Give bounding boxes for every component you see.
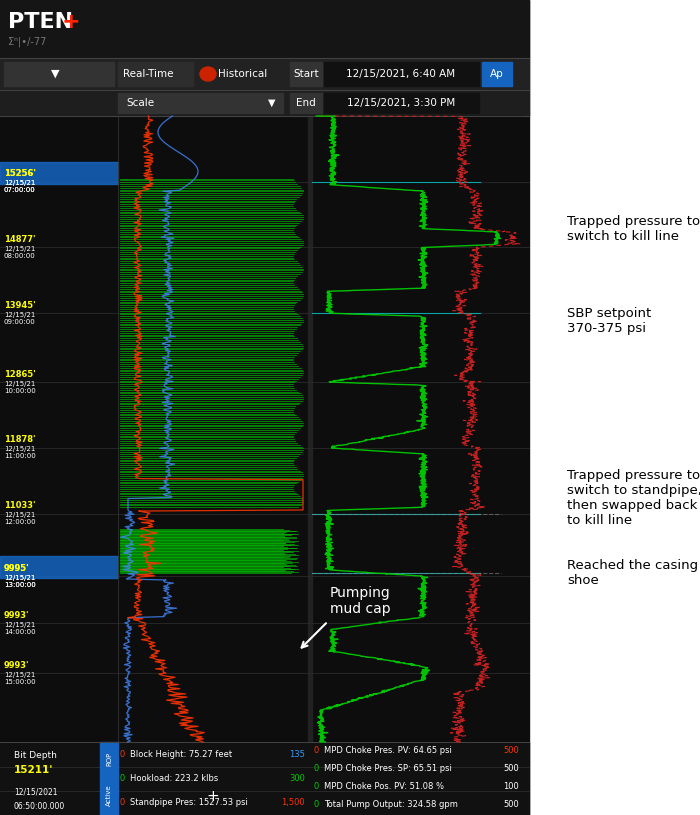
Text: Bit Depth: Bit Depth — [14, 751, 57, 760]
Text: Standpipe Pres: 1527.53 psi: Standpipe Pres: 1527.53 psi — [130, 798, 248, 807]
Bar — [0, 556, 118, 578]
Text: 11878': 11878' — [4, 435, 36, 444]
Text: 12/15/21
15:00:00: 12/15/21 15:00:00 — [4, 672, 36, 685]
Bar — [118, 62, 193, 86]
Text: 9995': 9995' — [4, 564, 29, 573]
Text: SBP setpoint
370-375 psi: SBP setpoint 370-375 psi — [567, 307, 651, 335]
Text: 500: 500 — [503, 764, 519, 773]
Bar — [482, 62, 512, 86]
Text: Pumping
mud cap: Pumping mud cap — [330, 586, 391, 616]
Text: +: + — [62, 12, 80, 32]
Text: 9995': 9995' — [4, 564, 29, 573]
Text: 12865': 12865' — [4, 369, 36, 378]
Ellipse shape — [200, 67, 216, 81]
Bar — [4, 62, 114, 86]
Text: 14877': 14877' — [4, 235, 36, 244]
Text: Start: Start — [293, 69, 319, 79]
Bar — [100, 775, 118, 815]
Bar — [0, 742, 529, 815]
Text: 11033': 11033' — [4, 501, 36, 510]
Text: Hookload: 223.2 klbs: Hookload: 223.2 klbs — [130, 774, 218, 783]
Text: 12/15/21
11:00:00: 12/15/21 11:00:00 — [4, 447, 36, 460]
Text: ▼: ▼ — [268, 98, 276, 108]
Text: Σⁿ|•/-77: Σⁿ|•/-77 — [8, 37, 46, 47]
Text: 12/15/21
10:00:00: 12/15/21 10:00:00 — [4, 381, 36, 394]
Text: ▼: ▼ — [50, 69, 60, 79]
Text: End: End — [296, 98, 316, 108]
Text: 12/15/21
13:00:00: 12/15/21 13:00:00 — [4, 575, 36, 588]
Bar — [100, 742, 118, 775]
Text: Trapped pressure to
switch to standpipe,
then swapped back
to kill line: Trapped pressure to switch to standpipe,… — [567, 469, 700, 526]
Text: 12/15/2021, 3:30 PM: 12/15/2021, 3:30 PM — [347, 98, 455, 108]
Text: PTEN: PTEN — [8, 12, 73, 32]
Bar — [290, 93, 322, 113]
Text: 0: 0 — [120, 798, 125, 807]
Text: 15256': 15256' — [4, 170, 36, 178]
Text: Block Height: 75.27 feet: Block Height: 75.27 feet — [130, 750, 232, 759]
Text: MPD Choke Pres. SP: 65.51 psi: MPD Choke Pres. SP: 65.51 psi — [324, 764, 452, 773]
Text: 0: 0 — [314, 764, 319, 773]
Text: 12/15/21
08:00:00: 12/15/21 08:00:00 — [4, 246, 36, 259]
Text: 0: 0 — [120, 750, 125, 759]
Text: Real-Time: Real-Time — [123, 69, 174, 79]
Bar — [0, 0, 529, 58]
Text: 12/15/21
14:00:00: 12/15/21 14:00:00 — [4, 622, 36, 635]
Text: 15211': 15211' — [14, 764, 53, 775]
Text: 12/15/21
09:00:00: 12/15/21 09:00:00 — [4, 311, 36, 324]
Text: 9993': 9993' — [4, 610, 29, 619]
Bar — [290, 62, 322, 86]
Text: 0: 0 — [314, 782, 319, 791]
Bar — [0, 161, 118, 183]
Text: Scale: Scale — [126, 98, 154, 108]
Text: 100: 100 — [503, 782, 519, 791]
Bar — [312, 116, 522, 742]
Text: 12/15/21
13:00:00: 12/15/21 13:00:00 — [4, 575, 36, 588]
Text: 12/15/21
07:00:00: 12/15/21 07:00:00 — [4, 180, 36, 193]
Bar — [324, 62, 479, 86]
Text: 500: 500 — [503, 746, 519, 755]
Text: ROP: ROP — [106, 751, 112, 766]
Text: 9993': 9993' — [4, 661, 29, 670]
Text: 12/15/21
07:00:00: 12/15/21 07:00:00 — [4, 180, 36, 193]
Text: 06:50:00.000: 06:50:00.000 — [14, 802, 65, 811]
Text: 0: 0 — [314, 746, 319, 755]
Text: 135: 135 — [289, 750, 305, 759]
Text: 0: 0 — [314, 800, 319, 809]
Bar — [0, 0, 529, 815]
Text: MPD Choke Pos. PV: 51.08 %: MPD Choke Pos. PV: 51.08 % — [324, 782, 444, 791]
Text: Total Pump Output: 324.58 gpm: Total Pump Output: 324.58 gpm — [324, 800, 458, 809]
Text: 0: 0 — [120, 774, 125, 783]
Text: MPD Choke Pres. PV: 64.65 psi: MPD Choke Pres. PV: 64.65 psi — [324, 746, 452, 755]
Bar — [118, 93, 283, 113]
Text: 300: 300 — [289, 774, 305, 783]
Text: Active: Active — [106, 785, 112, 806]
Text: Historical: Historical — [218, 69, 267, 79]
Text: Trapped pressure to
switch to kill line: Trapped pressure to switch to kill line — [567, 214, 700, 243]
Text: +: + — [206, 789, 219, 804]
Text: 12/15/21
12:00:00: 12/15/21 12:00:00 — [4, 512, 36, 525]
Text: Reached the casing
shoe: Reached the casing shoe — [567, 559, 698, 587]
Text: 13945': 13945' — [4, 301, 36, 310]
Bar — [324, 93, 479, 113]
Text: 15256': 15256' — [4, 170, 36, 178]
Text: 1,500: 1,500 — [281, 798, 305, 807]
Text: Ap: Ap — [490, 69, 504, 79]
Bar — [0, 58, 529, 90]
Bar — [0, 90, 529, 116]
Text: 12/15/2021: 12/15/2021 — [14, 787, 57, 796]
Bar — [308, 116, 312, 742]
Text: 500: 500 — [503, 800, 519, 809]
Text: 12/15/2021, 6:40 AM: 12/15/2021, 6:40 AM — [346, 69, 456, 79]
